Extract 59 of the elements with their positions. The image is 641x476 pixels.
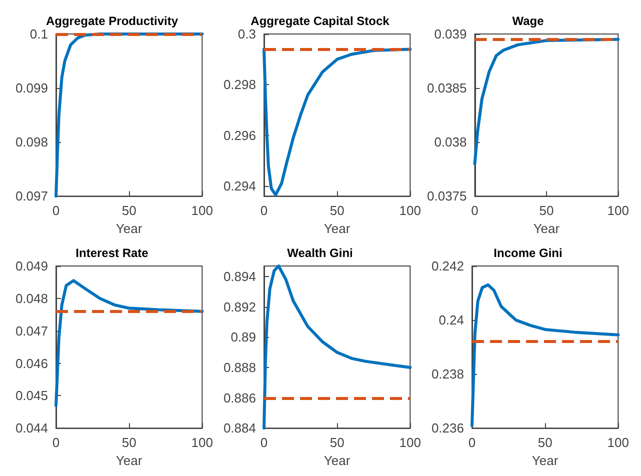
y-tick-label: 0.048	[15, 290, 48, 306]
x-tick-label: 100	[191, 435, 214, 450]
chart-title: Wage	[512, 14, 544, 28]
chart-title: Aggregate Capital Stock	[250, 14, 390, 28]
x-tick-label: 0	[468, 435, 476, 450]
y-tick-label: 0.298	[223, 77, 256, 92]
x-tick-label: 50	[539, 203, 554, 218]
x-tick-label: 0	[52, 435, 60, 450]
x-axis-title: Year	[324, 221, 351, 236]
x-axis-title: Year	[116, 221, 143, 236]
y-tick-label: 0.296	[223, 128, 256, 143]
x-tick-label: 0	[52, 203, 60, 218]
y-tick-label: 0.892	[223, 299, 256, 314]
x-axis-title: Year	[116, 453, 143, 468]
y-tick-label: 0.236	[431, 420, 464, 436]
x-tick-label: 50	[122, 203, 136, 218]
y-tick-label: 0.894	[223, 269, 256, 284]
chart-title: Wealth Gini	[287, 246, 353, 260]
y-tick-label: 0.89	[230, 330, 256, 345]
chart-title: Interest Rate	[76, 246, 149, 260]
y-tick-label: 0.294	[223, 178, 256, 194]
y-tick-label: 0.238	[431, 366, 464, 382]
y-tick-label: 0.884	[223, 420, 256, 436]
x-tick-label: 0	[471, 203, 478, 218]
x-tick-label: 100	[607, 203, 630, 218]
x-tick-label: 100	[399, 435, 422, 450]
x-axis-title: Year	[532, 453, 559, 468]
x-axis-title: Year	[533, 221, 560, 236]
chart-title: Income Gini	[494, 246, 562, 260]
x-tick-label: 50	[330, 435, 344, 450]
y-tick-label: 0.049	[15, 258, 48, 274]
x-tick-label: 100	[191, 203, 214, 218]
y-tick-label: 0.039	[434, 26, 467, 42]
x-tick-label: 100	[399, 203, 422, 218]
y-tick-label: 0.0385	[426, 80, 467, 96]
y-tick-label: 0.24	[438, 312, 464, 328]
chart-title: Aggregate Productivity	[46, 14, 178, 28]
x-tick-label: 100	[607, 435, 630, 450]
y-tick-label: 0.3	[238, 26, 256, 42]
line-series	[262, 264, 412, 430]
y-tick-label: 0.038	[434, 134, 467, 150]
x-tick-label: 50	[122, 435, 136, 450]
y-tick-label: 0.046	[15, 356, 48, 371]
x-axis-title: Year	[324, 453, 351, 468]
y-tick-label: 0.044	[15, 420, 48, 436]
x-tick-label: 50	[330, 203, 344, 218]
x-tick-label: 0	[260, 435, 268, 450]
y-tick-label: 0.045	[15, 388, 48, 404]
y-tick-label: 0.098	[15, 134, 48, 150]
x-tick-label: 0	[260, 203, 268, 218]
y-tick-label: 0.097	[15, 188, 48, 204]
y-tick-label: 0.047	[15, 323, 48, 338]
y-tick-label: 0.1	[30, 26, 48, 42]
y-tick-label: 0.099	[15, 80, 48, 96]
y-tick-label: 0.886	[223, 390, 256, 406]
y-tick-label: 0.242	[431, 258, 464, 274]
x-tick-label: 50	[538, 435, 552, 450]
y-tick-label: 0.888	[223, 360, 256, 375]
y-tick-label: 0.0375	[426, 188, 467, 204]
